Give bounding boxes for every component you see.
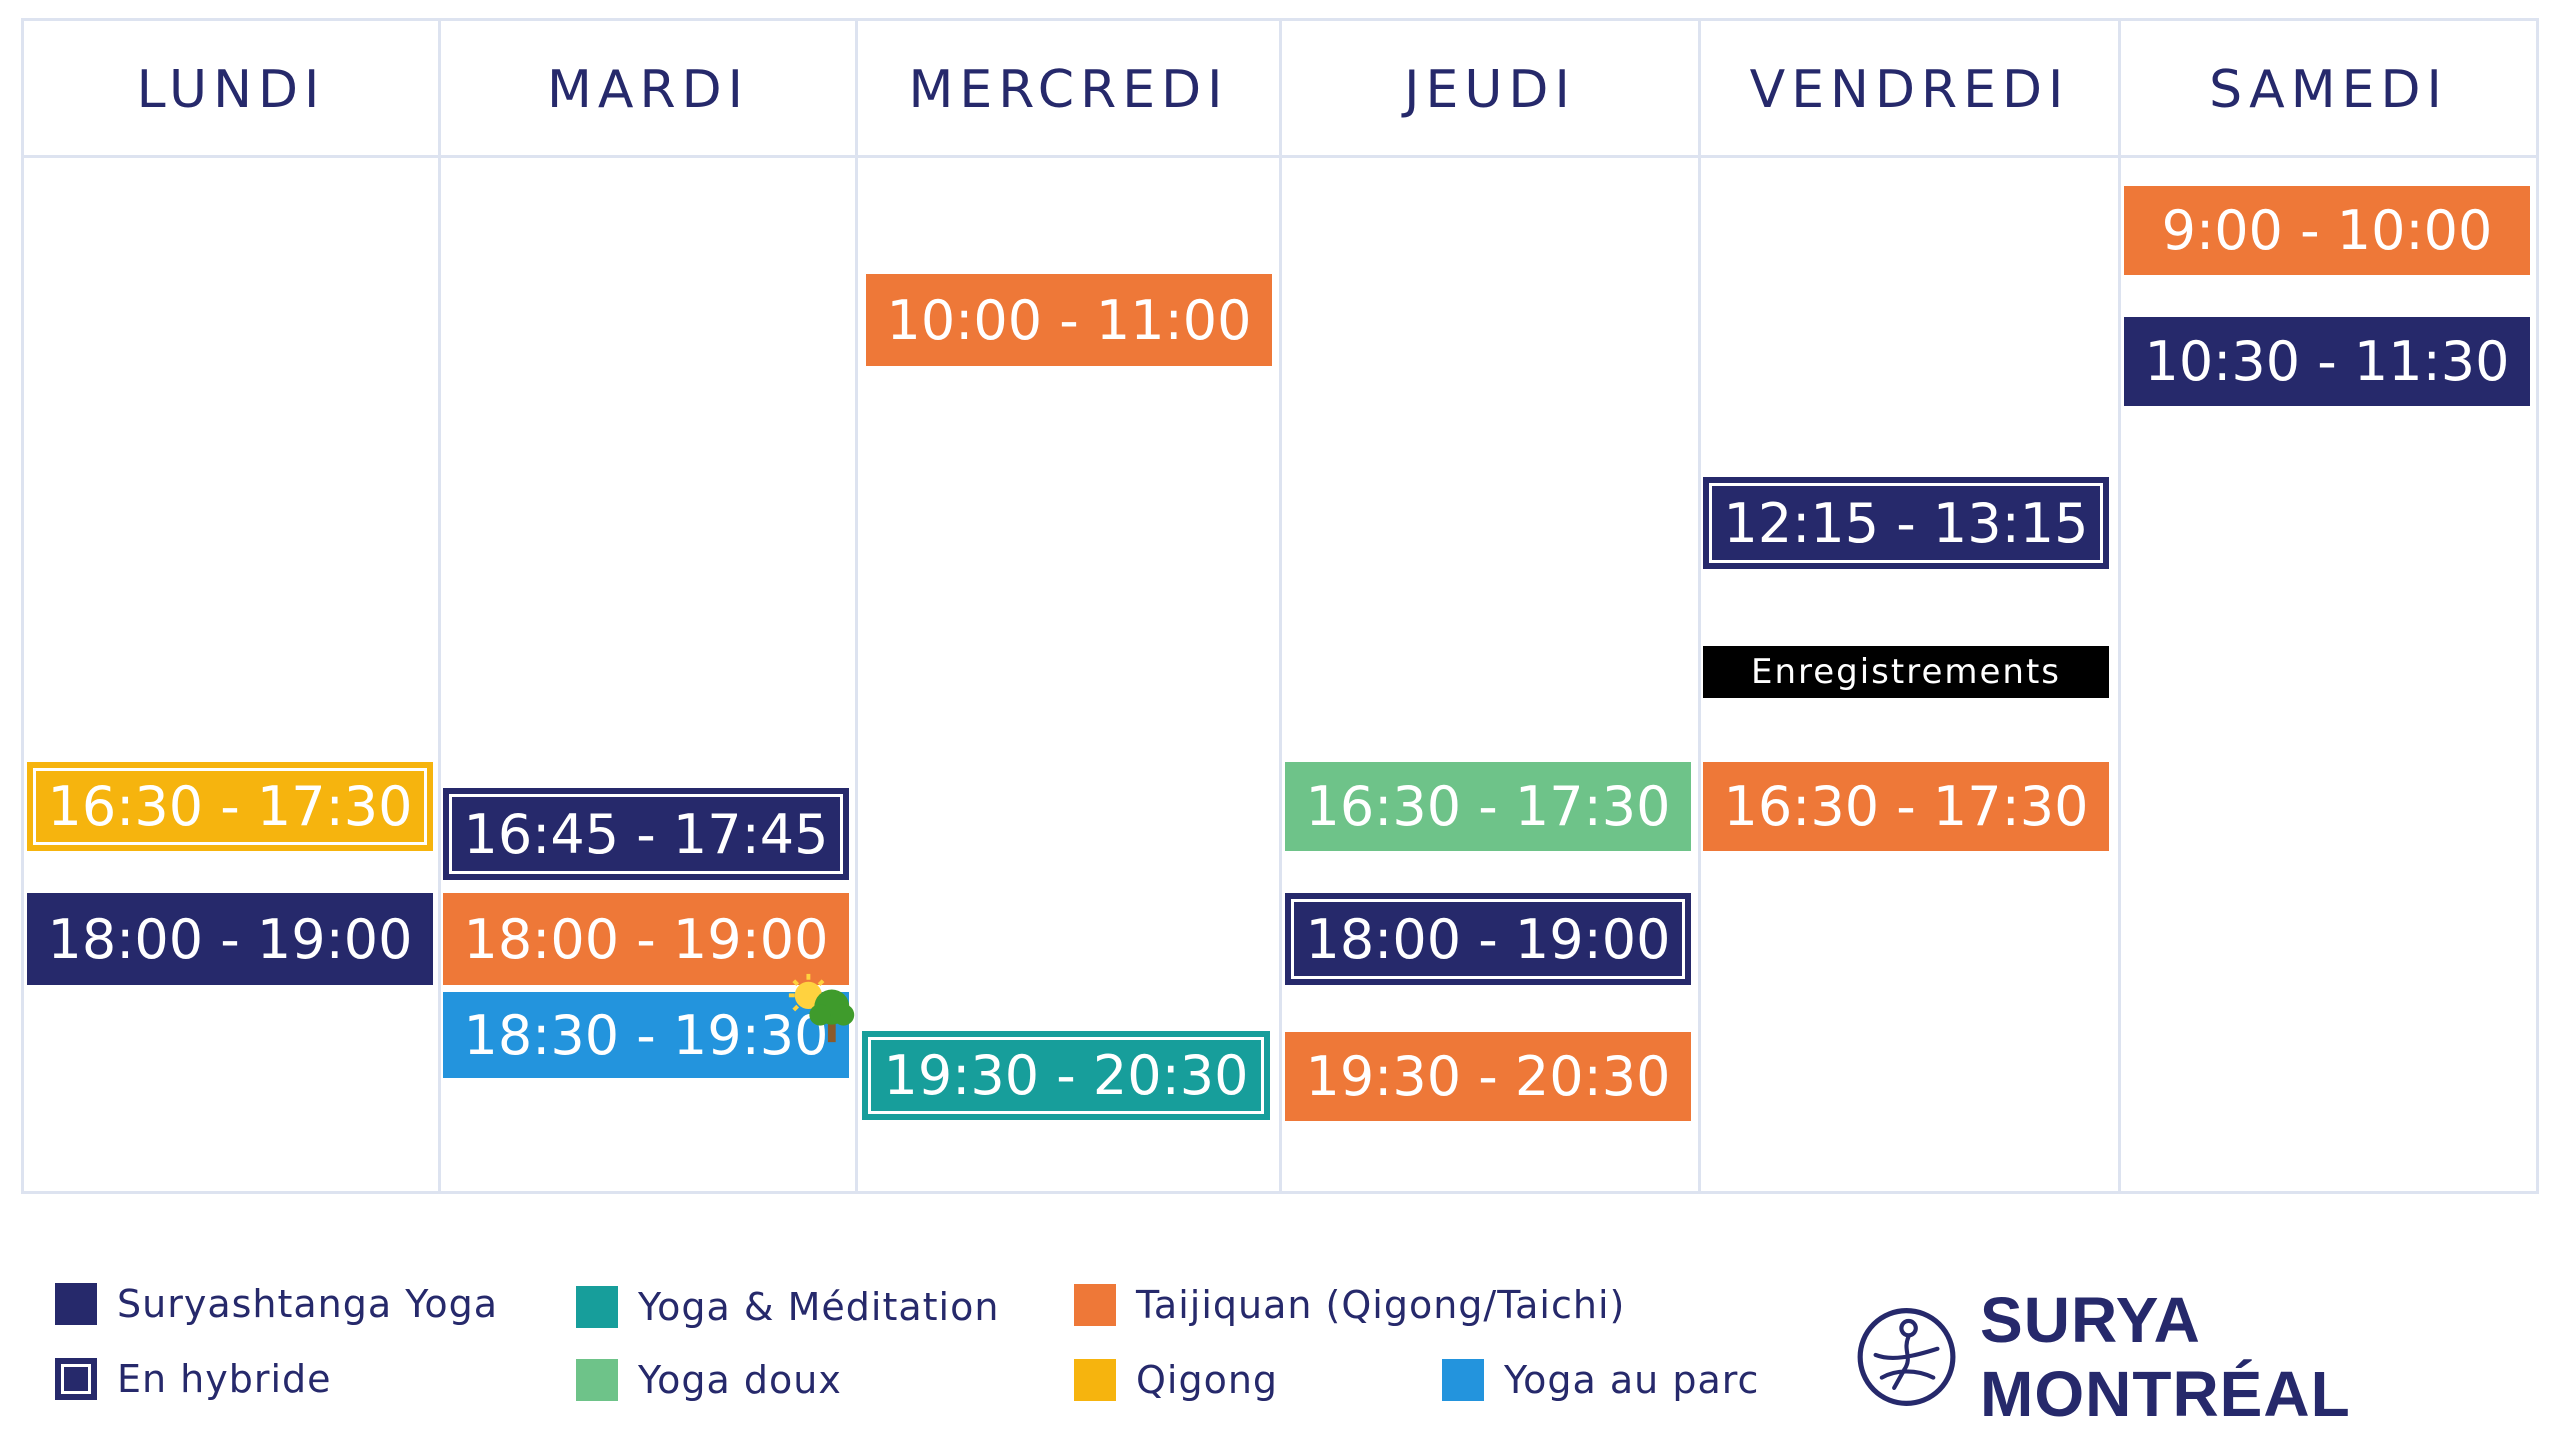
brand: SURYA MONTRÉAL <box>1855 1283 2560 1431</box>
class-slot-qigong-hybrid[interactable]: 16:30 - 17:30 <box>27 762 433 851</box>
day-header-samedi: SAMEDI <box>2209 59 2448 120</box>
legend-label: En hybride <box>117 1357 332 1401</box>
legend-label: Yoga doux <box>638 1358 842 1402</box>
recordings-label[interactable]: Enregistrements <box>1703 646 2109 698</box>
slot-time: 18:30 - 19:30 <box>463 1003 829 1067</box>
day-header-jeudi: JEUDI <box>1404 59 1576 120</box>
schedule-grid: LUNDI MARDI MERCREDI JEUDI VENDREDI SAME… <box>21 18 2539 1194</box>
class-slot-taijiquan[interactable]: 19:30 - 20:30 <box>1285 1032 1691 1121</box>
legend-yoga-au-parc: Yoga au parc <box>1442 1358 1759 1402</box>
legend-swatch <box>55 1283 97 1325</box>
legend-swatch <box>1074 1284 1116 1326</box>
class-slot-taijiquan[interactable]: 9:00 - 10:00 <box>2124 186 2530 275</box>
legend-label: Suryashtanga Yoga <box>117 1282 499 1326</box>
column-divider <box>855 21 858 1191</box>
class-slot-suryashtanga-hybrid[interactable]: 12:15 - 13:15 <box>1703 477 2109 569</box>
legend-label: Qigong <box>1136 1358 1279 1402</box>
legend-yoga-meditation: Yoga & Méditation <box>576 1285 999 1329</box>
day-header-mardi: MARDI <box>547 59 749 120</box>
brand-name: SURYA MONTRÉAL <box>1980 1284 2351 1430</box>
legend-swatch <box>55 1358 97 1400</box>
surya-logo-icon <box>1857 1308 1956 1406</box>
legend-swatch <box>1074 1359 1116 1401</box>
class-slot-yoga-au-parc[interactable]: 18:30 - 19:30 <box>443 973 855 1078</box>
column-divider <box>2118 21 2121 1191</box>
column-divider <box>1279 21 1282 1191</box>
day-header-lundi: LUNDI <box>136 59 326 120</box>
legend-label: Yoga au parc <box>1504 1358 1760 1402</box>
legend-label: Taijiquan (Qigong/Taichi) <box>1136 1283 1626 1327</box>
column-divider <box>1698 21 1701 1191</box>
class-slot-suryashtanga-hybrid[interactable]: 16:45 - 17:45 <box>443 788 849 880</box>
legend-suryashtanga: Suryashtanga Yoga <box>55 1282 498 1326</box>
class-slot-yoga-meditation-hybrid[interactable]: 19:30 - 20:30 <box>862 1031 1270 1120</box>
class-slot-taijiquan[interactable]: 18:00 - 19:00 <box>443 893 849 985</box>
class-slot-suryashtanga[interactable]: 10:30 - 11:30 <box>2124 317 2530 406</box>
class-slot-yoga-doux[interactable]: 16:30 - 17:30 <box>1285 762 1691 851</box>
day-header-vendredi: VENDREDI <box>1749 59 2070 120</box>
legend-swatch <box>576 1359 618 1401</box>
legend-yoga-doux: Yoga doux <box>576 1358 842 1402</box>
class-slot-suryashtanga-hybrid[interactable]: 18:00 - 19:00 <box>1285 893 1691 985</box>
legend-swatch <box>1442 1359 1484 1401</box>
park-sun-tree-icon <box>788 973 855 1043</box>
legend-label: Yoga & Méditation <box>638 1285 1000 1329</box>
legend-taijiquan: Taijiquan (Qigong/Taichi) <box>1074 1283 1625 1327</box>
class-slot-taijiquan[interactable]: 10:00 - 11:00 <box>866 274 1272 366</box>
day-header-mercredi: MERCREDI <box>908 59 1229 120</box>
legend-qigong: Qigong <box>1074 1358 1278 1402</box>
column-divider <box>438 21 441 1191</box>
legend-hybride: En hybride <box>55 1357 332 1401</box>
legend-swatch <box>576 1286 618 1328</box>
class-slot-taijiquan[interactable]: 16:30 - 17:30 <box>1703 762 2109 851</box>
class-slot-suryashtanga[interactable]: 18:00 - 19:00 <box>27 893 433 985</box>
